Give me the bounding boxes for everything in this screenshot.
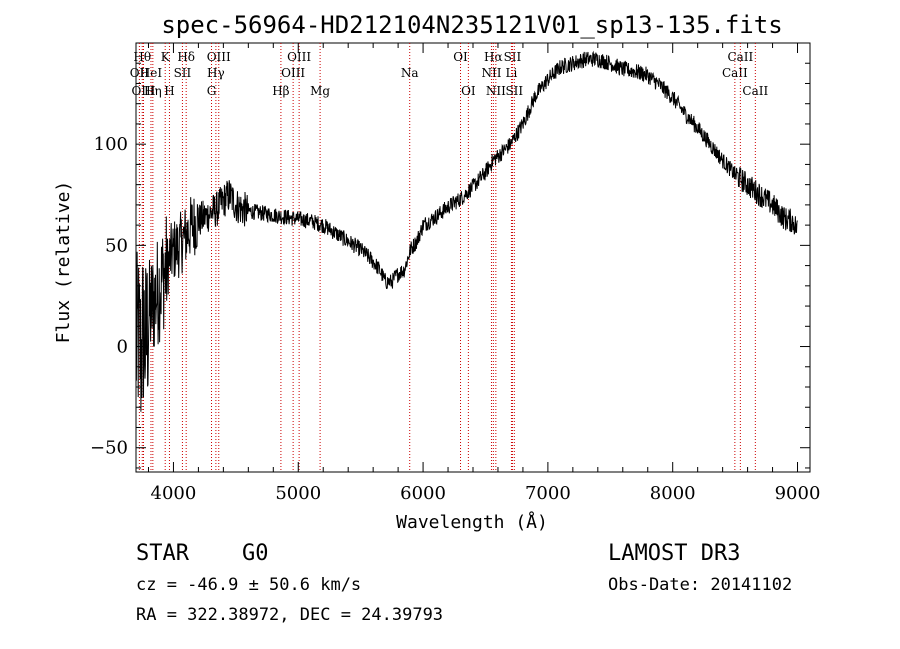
redshift-cz: cz = -46.9 ± 50.6 km/s [136, 575, 362, 595]
marker-label: OIII [281, 66, 305, 80]
object-subclass: G0 [242, 541, 269, 566]
plot-frame [135, 42, 811, 473]
marker-label: OI [453, 50, 468, 64]
object-class: STAR [136, 541, 189, 566]
marker-label: SII [174, 66, 192, 80]
marker-label: OIII [287, 50, 311, 64]
x-axis-label: Wavelength (Å) [396, 511, 548, 533]
series-flux [135, 50, 798, 412]
marker-label: OII [130, 66, 150, 80]
marker-label: Mg [310, 84, 330, 98]
marker-label: CaII [742, 84, 768, 98]
marker-label: HeI [140, 66, 163, 80]
marker-label: Hη [144, 84, 162, 98]
y-tick-label: 100 [94, 134, 128, 155]
marker-label: Li [506, 66, 518, 80]
axis-ticks: 4000 5000 6000 7000 8000 9000 −50 0 50 100 [90, 43, 820, 504]
y-tick-label: 0 [117, 337, 128, 358]
x-tick-label: 6000 [400, 483, 446, 504]
obs-date: Obs-Date: 20141102 [608, 575, 793, 595]
y-tick-label: −50 [90, 438, 128, 459]
marker-label: SII [504, 50, 522, 64]
x-tick-label: 4000 [151, 483, 197, 504]
marker-label: CaII [722, 66, 748, 80]
marker-label: K [161, 50, 171, 64]
marker-label: OI [461, 84, 476, 98]
survey-name: LAMOST DR3 [608, 541, 741, 566]
y-tick-label: 50 [105, 235, 128, 256]
marker-label: H [164, 84, 174, 98]
marker-label: OIII [131, 84, 155, 98]
marker-label: Hδ [177, 50, 195, 64]
marker-label: Hγ [207, 66, 225, 80]
marker-label: G [207, 84, 217, 98]
marker-label: Na [401, 66, 419, 80]
x-tick-label: 8000 [650, 483, 696, 504]
x-tick-label: 7000 [525, 483, 571, 504]
chart-title: spec-56964-HD212104N235121V01_sp13-135.f… [161, 11, 782, 39]
marker-label: CaII [727, 50, 753, 64]
x-tick-label: 9000 [775, 483, 821, 504]
marker-label: Hβ [272, 84, 289, 98]
marker-label: NII [481, 66, 501, 80]
marker-label: NII [486, 84, 506, 98]
marker-label: OIII [207, 50, 231, 64]
spectrum-series [135, 50, 798, 412]
marker-label: Hθ [133, 50, 151, 64]
x-tick-label: 5000 [275, 483, 321, 504]
y-axis-label: Flux (relative) [53, 181, 74, 344]
marker-label: SII [505, 84, 523, 98]
marker-label: Hα [484, 50, 503, 64]
coordinates: RA = 322.38972, DEC = 24.39793 [136, 605, 444, 625]
